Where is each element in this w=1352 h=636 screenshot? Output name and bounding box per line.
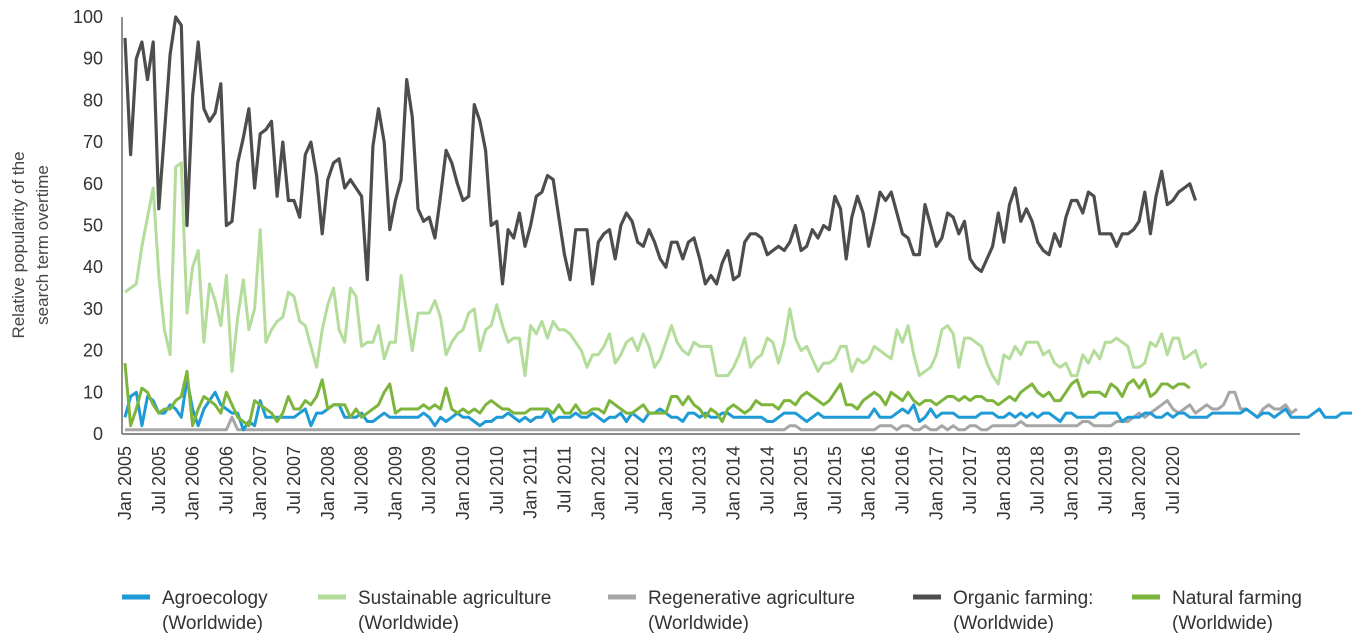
y-axis-title: Relative popularity of the search term o…: [9, 151, 52, 338]
x-tick-label: Jan 2008: [318, 446, 338, 520]
legend-label: Organic farming:: [953, 588, 1093, 609]
legend-label: Agroecology: [162, 588, 268, 609]
y-tick-label: 0: [93, 424, 103, 444]
x-tick-label: Jan 2017: [926, 446, 946, 520]
x-tick-label: Jan 2020: [1129, 446, 1149, 520]
x-axis-ticks: Jan 2005 Jul 2005 Jan 2006 Jul 2006 Jan 2007…: [115, 446, 1183, 520]
legend: Agroecology(Worldwide)Sustainable agricu…: [122, 588, 1302, 634]
x-tick-label: Jul 2015: [825, 446, 845, 514]
legend-item: Sustainable agriculture (Worldwide): [318, 588, 551, 634]
x-tick-label: Jan 2011: [521, 446, 541, 519]
x-tick-label: Jan 2012: [588, 446, 608, 520]
x-tick-label: Jul 2007: [284, 446, 304, 514]
x-tick-label: Jan 2018: [994, 446, 1014, 520]
legend-item: Regenerative agriculture (Worldwide): [608, 588, 855, 634]
legend-item: Organic farming: (Worldwide): [913, 588, 1093, 634]
x-tick-label: Jul 2014: [757, 446, 777, 514]
series-line-regenerative-agriculture: [125, 390, 1298, 432]
legend-label: Natural farming: [1172, 588, 1302, 609]
x-tick-label: Jul 2020: [1163, 446, 1183, 514]
x-tick-label: Jul 2017: [960, 446, 980, 514]
x-tick-label: Jan 2005: [115, 446, 135, 520]
legend-label: Regenerative agriculture: [648, 588, 855, 609]
x-tick-label: Jan 2019: [1062, 446, 1082, 520]
legend-item: Natural farming (Worldwide): [1132, 588, 1302, 634]
x-tick-label: Jan 2015: [791, 446, 811, 520]
x-tick-label: Jan 2006: [183, 446, 203, 520]
x-tick-label: Jan 2014: [723, 446, 743, 520]
legend-item: Agroecology (Worldwide): [122, 588, 268, 634]
x-tick-label: Jan 2009: [385, 446, 405, 520]
x-tick-label: Jul 2012: [622, 446, 642, 514]
x-tick-label: Jan 2007: [250, 446, 270, 520]
x-tick-label: Jan 2016: [859, 446, 879, 520]
series-lines: [123, 15, 1352, 432]
y-axis-label-line-1: Relative popularity of the: [9, 151, 28, 338]
legend-label: Sustainable agriculture: [358, 588, 551, 609]
x-tick-label: Jul 2011: [554, 446, 574, 513]
y-axis-label-line-2: search term overtime: [33, 165, 52, 325]
series-line-natural-farming: [123, 362, 1191, 428]
x-tick-label: Jan 2013: [656, 446, 676, 520]
y-tick-label: 70: [83, 132, 103, 152]
y-tick-label: 20: [83, 341, 103, 361]
x-tick-label: Jul 2009: [419, 446, 439, 514]
x-tick-label: Jul 2006: [216, 446, 236, 514]
y-tick-label: 80: [83, 90, 103, 110]
legend-sublabel: (Worldwide): [162, 613, 263, 634]
series-line-sustainable-agriculture: [124, 161, 1208, 386]
x-tick-label: Jul 2013: [690, 446, 710, 514]
y-tick-label: 30: [83, 299, 103, 319]
legend-sublabel: (Worldwide): [358, 613, 459, 634]
y-tick-label: 60: [83, 174, 103, 194]
y-tick-label: 100: [73, 7, 103, 27]
series-line-agroecology: [123, 378, 1352, 432]
legend-sublabel: (Worldwide): [648, 613, 749, 634]
x-tick-label: Jul 2018: [1028, 446, 1048, 514]
x-tick-label: Jul 2016: [892, 446, 912, 514]
legend-sublabel: (Worldwide): [953, 613, 1054, 634]
x-tick-label: Jul 2019: [1095, 446, 1115, 514]
y-tick-label: 40: [83, 257, 103, 277]
x-tick-label: Jul 2005: [149, 446, 169, 514]
y-tick-label: 50: [83, 216, 103, 236]
x-tick-label: Jul 2010: [487, 446, 507, 514]
y-tick-label: 90: [83, 49, 103, 69]
series-line-organic-farming: [123, 15, 1198, 286]
y-axis-ticks: 0 10 20 30 40 50 60 70 80 90 100: [73, 7, 103, 444]
y-tick-label: 10: [83, 382, 103, 402]
x-tick-label: Jan 2010: [453, 446, 473, 520]
legend-sublabel: (Worldwide): [1172, 613, 1273, 634]
x-tick-label: Jul 2008: [352, 446, 372, 514]
